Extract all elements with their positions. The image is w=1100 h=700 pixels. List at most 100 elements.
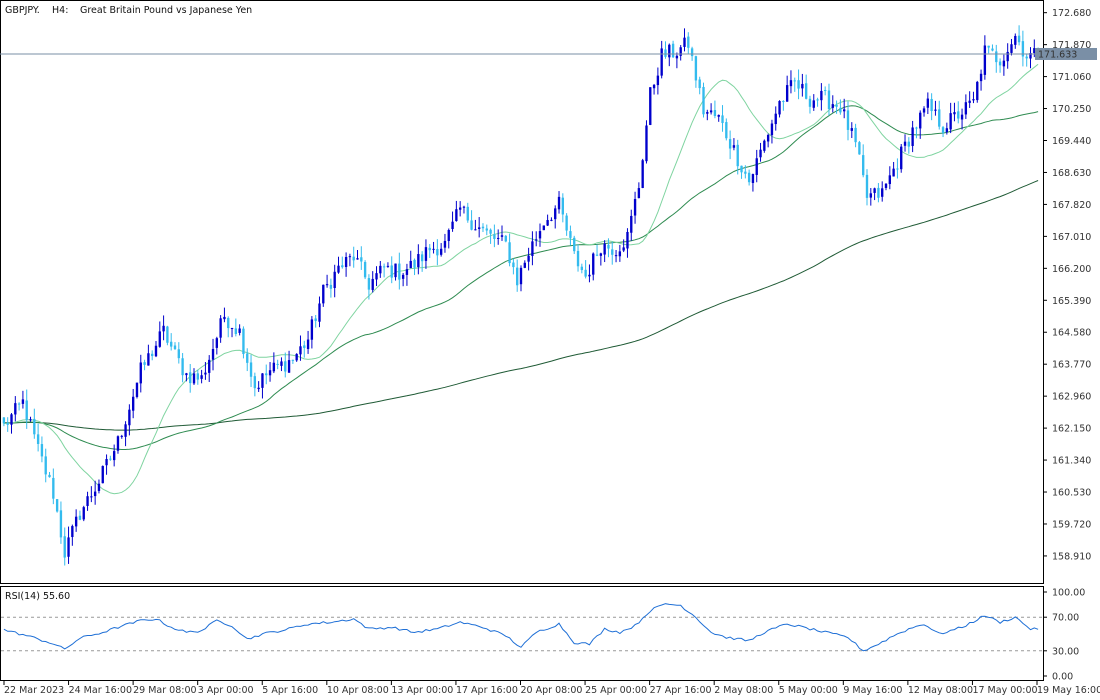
current-price-tag-label: 171.633 (1038, 49, 1077, 60)
candle-body (477, 227, 481, 229)
candle-body (630, 215, 633, 233)
candle-body (147, 353, 150, 366)
candle-body (379, 265, 382, 274)
candle-body (59, 510, 63, 538)
candle-body (455, 209, 458, 222)
candle-body (687, 36, 690, 48)
candle-body (850, 128, 853, 131)
candle-body (812, 100, 815, 108)
price-axis-label: 166.200 (1052, 264, 1091, 275)
candle-body (375, 273, 378, 280)
candle-body (120, 435, 123, 437)
candle-body (641, 160, 644, 188)
candle-body (109, 458, 112, 460)
candle-body (911, 127, 914, 146)
candle-body (200, 375, 203, 379)
candle-body (725, 122, 728, 139)
candle-body (78, 515, 82, 520)
candle-body (344, 257, 348, 267)
current-price-tag-background (1035, 47, 1097, 60)
candle-body (1025, 56, 1028, 59)
candle-body (789, 80, 793, 87)
candle-body (554, 208, 557, 220)
candle-body (234, 328, 238, 335)
moving-average-mid-line (3, 105, 1039, 450)
candle-body (972, 99, 975, 101)
candle-body (360, 257, 363, 262)
price-axis[interactable]: 172.680 171.870 171.060 170.250 169.440 168.6… (1043, 8, 1091, 562)
rsi-panel[interactable]: RSI(14) 55.60 (0, 586, 1044, 681)
candle-body (230, 327, 234, 329)
price-axis-label: 172.680 (1052, 8, 1091, 19)
candle-body (542, 225, 545, 231)
candle-body (158, 331, 161, 347)
candle-body (223, 316, 226, 320)
candle-body (945, 128, 949, 133)
candle-body (261, 373, 264, 388)
candle-body (576, 250, 580, 267)
candle-body (181, 358, 184, 376)
chart-title-timeframe: H4: (52, 5, 68, 16)
candle-body (884, 183, 888, 188)
candle-body (447, 229, 450, 241)
candle-body (747, 172, 751, 183)
candle-body (341, 265, 344, 268)
candle-body (337, 265, 340, 273)
price-axis-label: 167.010 (1052, 232, 1091, 243)
candle-body (48, 474, 51, 478)
candle-body (938, 109, 941, 127)
candle-body (439, 248, 443, 255)
candle-body (276, 363, 279, 365)
candle-body (151, 353, 154, 357)
rsi-axis[interactable]: 100.00 70.00 30.00 0.00 (1043, 588, 1085, 683)
candle-body (603, 243, 606, 255)
candle-body (272, 362, 276, 372)
time-axis-label: 10 Apr 08:00 (327, 685, 389, 696)
candle-body (516, 267, 519, 286)
candle-body (1017, 35, 1021, 43)
candle-body (71, 526, 74, 538)
candle-body (869, 193, 872, 198)
candle-body (915, 127, 918, 129)
candle-body (196, 373, 199, 380)
price-axis-label: 160.530 (1052, 488, 1091, 499)
candle-body (1033, 48, 1036, 54)
moving-average-mid (3, 105, 1039, 450)
candle-body (112, 451, 116, 461)
candle-body (831, 104, 834, 108)
candle-body (698, 79, 701, 89)
candle-body (538, 231, 542, 239)
candle-body (265, 373, 268, 376)
candle-body (401, 274, 405, 279)
rsi-axis-label: 0.00 (1052, 672, 1073, 683)
time-axis[interactable]: 22 Mar 2023 24 Mar 16:00 29 Mar 08:00 3 Apr… (3, 681, 1100, 696)
candle-body (523, 262, 526, 268)
candle-body (101, 466, 104, 484)
price-axis-label: 162.150 (1052, 424, 1091, 435)
rsi-axis-label: 100.00 (1052, 588, 1085, 599)
candle-body (998, 61, 1002, 66)
rsi-axis-label: 70.00 (1052, 613, 1079, 624)
candle-body (504, 235, 507, 242)
candle-body (573, 237, 576, 252)
candle-body (732, 145, 736, 148)
candle-body (1006, 51, 1009, 62)
candle-body (808, 98, 812, 107)
candle-body (953, 112, 956, 115)
candle-body (820, 90, 823, 101)
candle-body (390, 265, 393, 278)
candle-body (303, 345, 306, 348)
candle-body (280, 361, 283, 366)
candle-body (793, 80, 796, 82)
price-panel[interactable]: GBPJPY. H4: Great Britain Pound vs Japan… (0, 0, 1044, 584)
rsi-panel-border (0, 586, 1044, 681)
candle-body (964, 102, 968, 115)
candle-body (778, 101, 781, 115)
time-axis-label: 20 Apr 08:00 (521, 685, 583, 696)
candle-body (428, 247, 431, 251)
candle-body (1014, 35, 1017, 45)
candle-body (595, 254, 599, 256)
time-axis-label: 3 Apr 00:00 (198, 685, 254, 696)
candle-body (424, 247, 428, 261)
